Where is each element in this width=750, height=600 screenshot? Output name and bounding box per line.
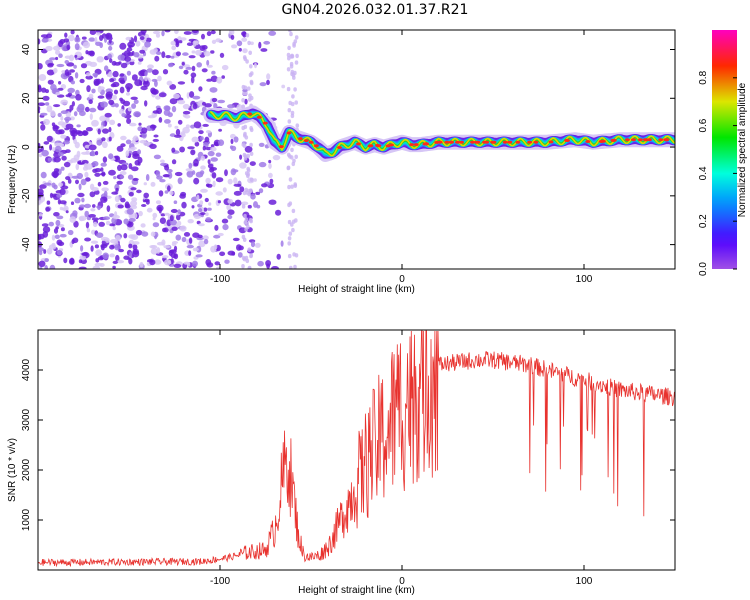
ridge-peak — [600, 139, 606, 143]
x-tick-label: -100 — [210, 274, 230, 285]
ridge-peak — [313, 144, 319, 148]
ridge-peak — [475, 140, 481, 144]
y-tick-label: -40 — [21, 237, 32, 252]
ridge-peak — [297, 137, 303, 141]
snr-frame — [37, 329, 676, 571]
ridge-peak — [368, 144, 374, 148]
ridge-peak — [548, 140, 554, 144]
heatmap-frame — [37, 29, 676, 270]
ridge-peak — [533, 140, 539, 144]
colorbar-tick-label: 0.6 — [698, 118, 709, 132]
ridge-peak — [256, 115, 262, 119]
ridge-peak — [643, 138, 649, 142]
colorbar-tick-label: 0.4 — [698, 166, 709, 180]
ridge-peak — [376, 144, 382, 148]
x-tick-label: 0 — [399, 274, 405, 285]
ridge-peak — [278, 145, 284, 149]
ridge-peak — [437, 140, 443, 144]
ridge-peak — [491, 140, 497, 144]
heatmap-noise — [38, 30, 300, 269]
y-tick-label: -20 — [21, 188, 32, 203]
ridge-peak — [658, 138, 664, 142]
ridge-peak — [515, 140, 521, 144]
ridge-peak — [356, 142, 361, 146]
y-tick-label: 2000 — [21, 458, 32, 481]
heatmap-y-axis-label: Frequency (Hz) — [7, 145, 18, 214]
ridge-peak — [409, 143, 415, 147]
colorbar — [712, 30, 737, 269]
ridge-peak — [611, 138, 617, 142]
y-tick-label: 40 — [21, 44, 32, 56]
heatmap-plot-area — [38, 30, 675, 269]
ridge-peak — [664, 138, 670, 142]
ridge-peak — [459, 140, 464, 144]
colorbar-tick-label: 0.0 — [698, 262, 709, 276]
ridge-peak — [470, 140, 475, 144]
ridge-peak — [422, 142, 428, 146]
x-tick-label: -100 — [210, 576, 230, 587]
ridge-peak — [286, 131, 292, 135]
y-tick-label: 20 — [21, 92, 32, 104]
ridge-peak — [637, 138, 643, 142]
heatmap-ridge — [203, 105, 675, 162]
ridge-peak — [482, 140, 487, 144]
ridge-peak — [455, 140, 460, 144]
x-tick-label: 100 — [576, 576, 593, 587]
x-tick-label: 100 — [576, 274, 593, 285]
ridge-peak — [389, 143, 394, 147]
y-tick-label: 0 — [21, 144, 32, 150]
ridge-peak — [631, 138, 636, 142]
ridge-peak — [565, 138, 570, 142]
snr-plot-area — [38, 330, 675, 568]
ridge-peak — [507, 140, 513, 144]
colorbar-tick-label: 0.8 — [698, 70, 709, 84]
y-tick-label: 3000 — [21, 408, 32, 431]
ridge-peak — [444, 140, 450, 144]
y-tick-label: 1000 — [21, 508, 32, 531]
ridge-peak — [303, 139, 309, 143]
x-tick-label: 0 — [399, 576, 405, 587]
y-tick-label: 4000 — [21, 358, 32, 381]
ridge-peak — [502, 140, 508, 144]
snr-y-axis-label: SNR (10 * v/v) — [7, 438, 18, 502]
ridge-peak — [262, 121, 268, 125]
snr-series-line — [38, 330, 675, 568]
ridge-peak — [337, 146, 342, 149]
colorbar-label: Normalized spectral amplitude — [737, 82, 748, 217]
heatmap-x-axis-label: Height of straight line (km) — [298, 284, 415, 295]
figure-title: GN04.2026.032.01.37.R21 — [281, 2, 469, 18]
ridge-peak — [527, 140, 533, 144]
ridge-peak — [413, 143, 419, 147]
ridge-peak — [247, 112, 253, 116]
colorbar-tick-label: 0.2 — [698, 214, 709, 228]
snr-x-axis-label: Height of straight line (km) — [298, 585, 415, 596]
ridge-peak — [585, 140, 591, 143]
ridge-peak — [448, 140, 454, 144]
ridge-peak — [624, 138, 630, 142]
ridge-peak — [308, 140, 314, 144]
